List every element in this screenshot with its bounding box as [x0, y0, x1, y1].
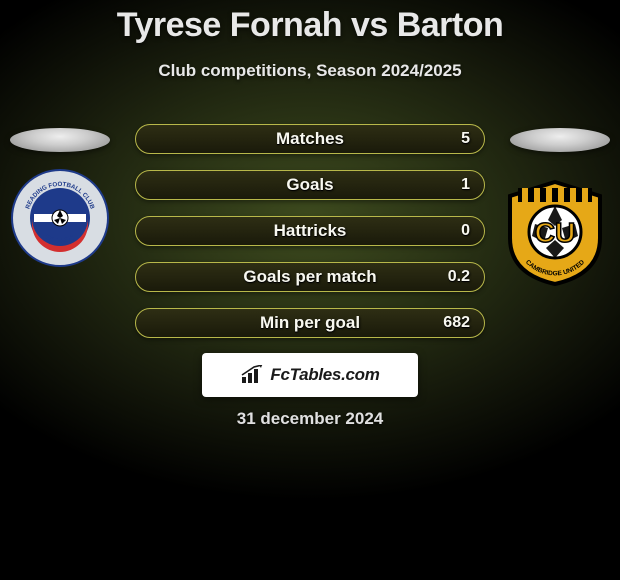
- stat-value: 1: [461, 176, 470, 194]
- player-left-ellipse: [10, 128, 110, 152]
- stat-label: Matches: [276, 129, 344, 149]
- stat-label: Goals per match: [243, 267, 376, 287]
- brand-badge: FcTables.com: [202, 353, 418, 397]
- player-right-ellipse: [510, 128, 610, 152]
- date-text: 31 december 2024: [237, 409, 384, 429]
- page-title: Tyrese Fornah vs Barton: [0, 0, 620, 45]
- stat-bar: Hattricks 0: [135, 216, 485, 246]
- stat-bar: Goals per match 0.2: [135, 262, 485, 292]
- stats-bars: Matches 5 Goals 1 Hattricks 0 Goals per …: [135, 124, 485, 354]
- stat-value: 682: [443, 314, 470, 332]
- stat-value: 0: [461, 222, 470, 240]
- cambridge-united-badge-icon: CU CAMBRIDGE UNITED: [500, 178, 610, 288]
- infographic-root: Tyrese Fornah vs Barton Club competition…: [0, 0, 620, 580]
- club-crest-left: READING FOOTBALL CLUB EST. 1871: [10, 168, 110, 268]
- reading-fc-badge-icon: READING FOOTBALL CLUB EST. 1871: [10, 168, 110, 268]
- club-crest-right: CU CAMBRIDGE UNITED: [500, 178, 610, 288]
- stat-label: Goals: [286, 175, 333, 195]
- page-subtitle: Club competitions, Season 2024/2025: [0, 61, 620, 81]
- bar-chart-icon: [240, 365, 266, 385]
- stat-bar: Min per goal 682: [135, 308, 485, 338]
- stat-bar: Goals 1: [135, 170, 485, 200]
- stat-bar: Matches 5: [135, 124, 485, 154]
- stat-label: Min per goal: [260, 313, 360, 333]
- stat-label: Hattricks: [274, 221, 347, 241]
- svg-text:CU: CU: [535, 217, 575, 248]
- stat-value: 5: [461, 130, 470, 148]
- brand-text: FcTables.com: [270, 365, 379, 385]
- stat-value: 0.2: [448, 268, 470, 286]
